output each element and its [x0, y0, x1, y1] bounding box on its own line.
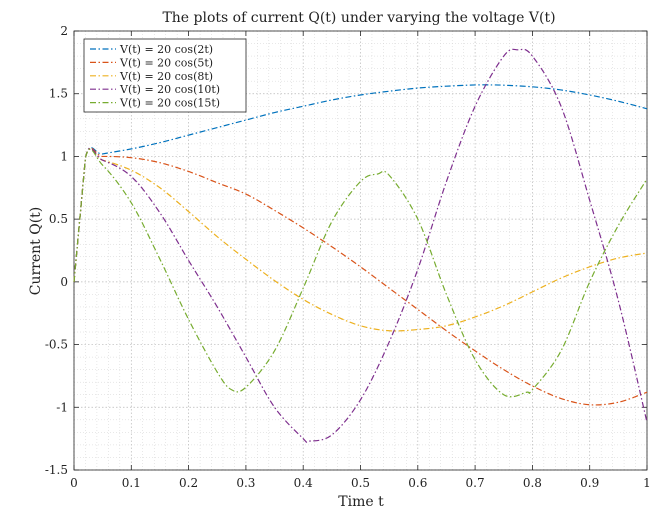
series-lines [73, 48, 648, 443]
y-tick-label: 2 [60, 24, 68, 38]
y-tick-label: -0.5 [45, 338, 68, 352]
y-tick-label: -1.5 [45, 463, 68, 477]
x-tick-label: 0.9 [580, 476, 599, 490]
x-tick-label: 0.4 [294, 476, 313, 490]
x-tick-label: 0.2 [179, 476, 198, 490]
y-tick-label: 0.5 [49, 212, 68, 226]
y-tick-label: 1 [60, 149, 68, 163]
legend-label-3: V(t) = 20 cos(8t) [119, 70, 213, 83]
legend-label-4: V(t) = 20 cos(10t) [119, 83, 220, 96]
grid [73, 30, 648, 471]
y-tick-label: -1 [56, 400, 68, 414]
legend-label-1: V(t) = 20 cos(2t) [119, 43, 213, 56]
series-line-4 [73, 48, 648, 443]
series-line-1 [73, 84, 648, 282]
axes: 0 0.1 0.2 0.3 0.4 0.5 0.6 0.7 0.8 0.9 1 -1.5 -1 -0.5 0… [45, 24, 651, 490]
x-tick-label: 0.5 [351, 476, 370, 490]
x-tick-label: 0.1 [122, 476, 141, 490]
x-tick-label: 0.3 [236, 476, 255, 490]
series-line-5 [73, 148, 648, 398]
x-tick-label: 1 [643, 476, 651, 490]
legend: V(t) = 20 cos(2t)V(t) = 20 cos(5t)V(t) =… [83, 38, 247, 113]
y-axis-label: Current Q(t) [28, 207, 44, 296]
series-line-2 [73, 147, 648, 406]
x-axis-label: Time t [338, 494, 384, 510]
legend-label-2: V(t) = 20 cos(5t) [119, 56, 213, 69]
y-tick-label: 0 [60, 275, 68, 289]
x-tick-label: 0.8 [523, 476, 542, 490]
chart-title: The plots of current Q(t) under varying … [162, 10, 555, 26]
legend-label-5: V(t) = 20 cos(15t) [119, 97, 220, 110]
x-tick-label: 0 [70, 476, 78, 490]
x-tick-label: 0.6 [408, 476, 427, 490]
y-tick-label: 1.5 [49, 87, 68, 101]
x-tick-label: 0.7 [466, 476, 485, 490]
